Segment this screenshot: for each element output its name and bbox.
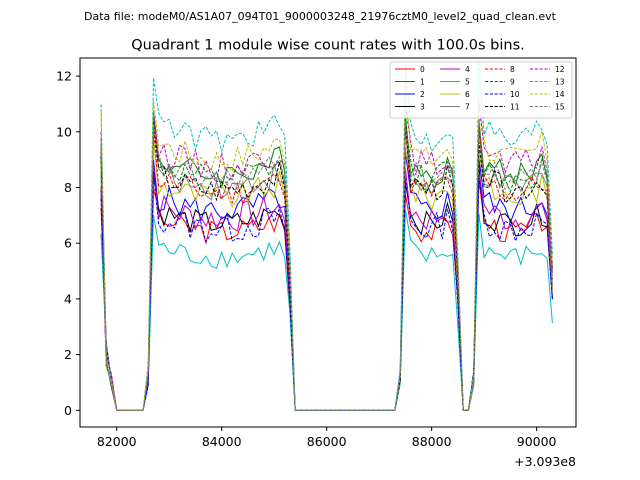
legend-label-2: 2 (420, 90, 425, 99)
legend-label-5: 5 (465, 77, 470, 86)
data-file-caption: Data file: modeM0/AS1A07_094T01_90000032… (84, 10, 557, 23)
plot-frame (79, 57, 577, 428)
x-tick-label: 90000 (517, 434, 557, 449)
legend-label-7: 7 (465, 102, 470, 111)
y-tick-label: 10 (56, 124, 72, 139)
y-tick-label: 8 (64, 180, 72, 195)
y-tick-label: 4 (64, 291, 72, 306)
legend-label-6: 6 (465, 90, 470, 99)
legend-label-14: 14 (555, 90, 565, 99)
series-line-15 (100, 115, 553, 411)
y-tick-label: 12 (56, 69, 72, 84)
legend-label-4: 4 (465, 65, 470, 74)
legend-label-9: 9 (510, 77, 515, 86)
series-line-3 (100, 166, 553, 411)
x-tick-label: 84000 (202, 434, 242, 449)
x-tick-label: 86000 (307, 434, 347, 449)
legend-label-1: 1 (420, 77, 425, 86)
x-axis-ticks: 82000 84000 86000 88000 90000 (97, 427, 557, 449)
y-axis-ticks: 0 2 4 6 8 10 12 (56, 69, 80, 418)
series-line-5 (100, 209, 553, 411)
plot-lines (100, 61, 553, 411)
y-tick-label: 0 (64, 403, 72, 418)
x-tick-label: 82000 (97, 434, 137, 449)
series-line-2 (100, 151, 553, 411)
legend-label-0: 0 (420, 65, 425, 74)
legend-label-12: 12 (555, 65, 565, 74)
series-line-1 (100, 113, 553, 411)
series-line-10 (100, 171, 553, 411)
y-tick-label: 6 (64, 236, 72, 251)
legend-box (389, 61, 573, 119)
series-line-14 (100, 80, 553, 411)
series-line-4 (100, 166, 553, 411)
series-line-6 (100, 137, 553, 411)
chart-title: Quadrant 1 module wise count rates with … (131, 38, 525, 54)
x-tick-label: 88000 (412, 434, 452, 449)
legend-label-11: 11 (510, 102, 520, 111)
legend-label-3: 3 (420, 102, 425, 111)
legend-label-8: 8 (510, 65, 515, 74)
legend-label-13: 13 (555, 77, 565, 86)
y-tick-label: 2 (64, 347, 72, 362)
legend-label-15: 15 (555, 102, 565, 111)
x-offset-label: +3.093e8 (514, 454, 576, 469)
series-line-9 (100, 110, 553, 411)
legend-label-10: 10 (510, 90, 520, 99)
